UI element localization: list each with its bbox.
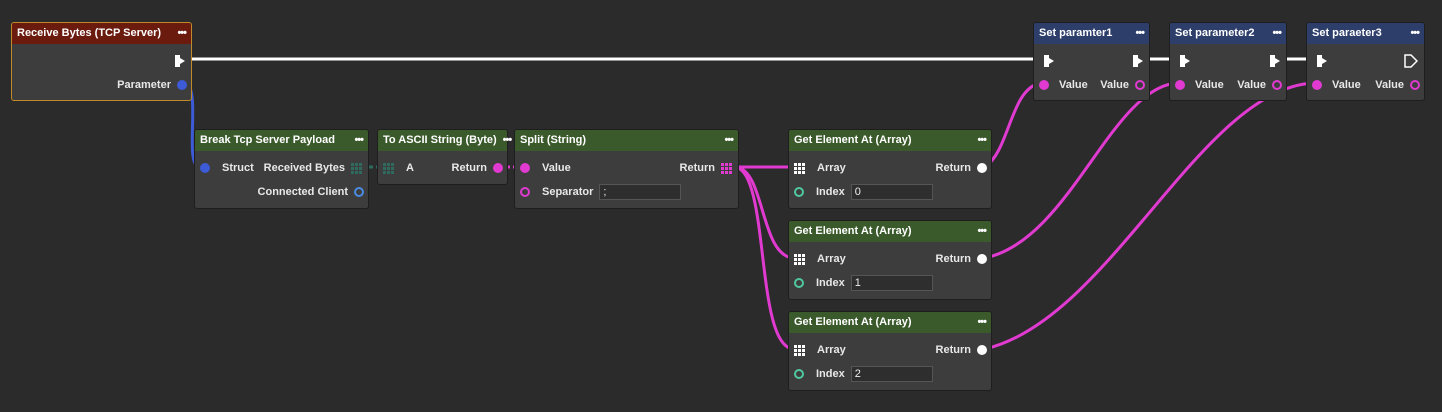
separator-input[interactable] bbox=[599, 184, 682, 200]
array-pin-icon[interactable] bbox=[351, 162, 362, 174]
string-pin-icon[interactable] bbox=[1272, 80, 1282, 90]
client-pin-icon[interactable] bbox=[354, 187, 364, 197]
split-string-node[interactable]: Split (String) ••• Value Return Separator bbox=[514, 129, 739, 209]
pin-label: Index bbox=[816, 277, 845, 289]
exec-out-pin-icon[interactable] bbox=[175, 55, 185, 67]
menu-icon[interactable]: ••• bbox=[502, 134, 513, 146]
pin-label: Separator bbox=[542, 186, 594, 198]
pin-label: Struct bbox=[222, 162, 254, 174]
get-element-node[interactable]: Get Element At (Array) ••• Array Return I… bbox=[788, 129, 992, 209]
int-pin-icon[interactable] bbox=[794, 278, 804, 288]
pin-label: Return bbox=[935, 162, 971, 174]
pin-label: Return bbox=[451, 162, 487, 174]
pin-label: Return bbox=[935, 344, 971, 356]
pin-label: Parameter bbox=[117, 79, 171, 91]
array-pin-icon[interactable] bbox=[794, 344, 805, 356]
pin-label: Array bbox=[817, 344, 846, 356]
exec-in-pin-icon[interactable] bbox=[1180, 55, 1190, 67]
set-parameter-node[interactable]: Set paramter1 ••• Value Value bbox=[1033, 22, 1150, 101]
pin-label: Value bbox=[1332, 79, 1361, 91]
array-pin-icon[interactable] bbox=[794, 253, 805, 265]
receive-bytes-node[interactable]: Receive Bytes (TCP Server) ••• Parameter bbox=[11, 22, 192, 101]
set-parameter-node[interactable]: Set parameter2 ••• Value Value bbox=[1169, 22, 1287, 101]
exec-in-pin-icon[interactable] bbox=[1044, 55, 1054, 67]
value-wire[interactable] bbox=[984, 81, 1041, 169]
struct-pin-icon[interactable] bbox=[200, 163, 210, 173]
exec-out-pin-icon[interactable] bbox=[1133, 55, 1143, 67]
string-pin-icon[interactable] bbox=[1410, 80, 1420, 90]
menu-icon[interactable]: ••• bbox=[1410, 27, 1420, 39]
node-title: Get Element At (Array) bbox=[794, 134, 912, 146]
exec-out-unconnected-pin-icon[interactable] bbox=[1404, 54, 1418, 68]
node-title: Set parameter2 bbox=[1175, 27, 1255, 39]
set-parameter-node[interactable]: Set paraeter3 ••• Value Value bbox=[1306, 22, 1425, 101]
value-pin-icon[interactable] bbox=[977, 163, 987, 173]
pin-label: Return bbox=[679, 162, 715, 174]
node-title: Set paramter1 bbox=[1039, 27, 1113, 39]
string-pin-icon[interactable] bbox=[1175, 80, 1185, 90]
pin-label: Value bbox=[1375, 79, 1404, 91]
value-wire[interactable] bbox=[984, 81, 1177, 260]
pin-label: Return bbox=[935, 253, 971, 265]
array-wire[interactable] bbox=[735, 165, 794, 351]
string-pin-icon[interactable] bbox=[520, 163, 530, 173]
pin-label: Value bbox=[1059, 79, 1088, 91]
index-input[interactable] bbox=[850, 184, 933, 200]
index-input[interactable] bbox=[850, 366, 933, 382]
string-pin-icon[interactable] bbox=[1039, 80, 1049, 90]
array-pin-icon[interactable] bbox=[721, 162, 732, 174]
string-pin-icon[interactable] bbox=[493, 163, 503, 173]
string-pin-icon[interactable] bbox=[1312, 80, 1322, 90]
index-input[interactable] bbox=[850, 275, 933, 291]
array-pin-icon[interactable] bbox=[383, 162, 394, 174]
menu-icon[interactable]: ••• bbox=[1272, 27, 1282, 39]
node-title: Get Element At (Array) bbox=[794, 225, 912, 237]
node-title: Get Element At (Array) bbox=[794, 316, 912, 328]
node-title: Receive Bytes (TCP Server) bbox=[17, 27, 162, 39]
int-pin-icon[interactable] bbox=[794, 187, 804, 197]
pin-label: Index bbox=[816, 368, 845, 380]
pin-label: Array bbox=[817, 253, 846, 265]
node-title: Break Tcp Server Payload bbox=[200, 134, 335, 146]
node-title: Split (String) bbox=[520, 134, 586, 146]
value-pin-icon[interactable] bbox=[977, 345, 987, 355]
menu-icon[interactable]: ••• bbox=[724, 134, 734, 146]
pin-label: Array bbox=[817, 162, 846, 174]
exec-in-pin-icon[interactable] bbox=[1317, 55, 1327, 67]
menu-icon[interactable]: ••• bbox=[977, 225, 987, 237]
to-ascii-node[interactable]: To ASCII String (Byte) ••• A Return bbox=[377, 129, 512, 185]
exec-out-pin-icon[interactable] bbox=[1270, 55, 1280, 67]
pin-label: Value bbox=[1195, 79, 1224, 91]
menu-icon[interactable]: ••• bbox=[1135, 27, 1145, 39]
array-wire[interactable] bbox=[735, 165, 794, 260]
int-pin-icon[interactable] bbox=[794, 369, 804, 379]
pin-label: Value bbox=[1100, 79, 1129, 91]
menu-icon[interactable]: ••• bbox=[977, 316, 987, 328]
value-wire[interactable] bbox=[984, 81, 1314, 351]
pin-label: A bbox=[406, 162, 414, 174]
break-payload-node[interactable]: Break Tcp Server Payload ••• Struct Recei… bbox=[194, 129, 369, 209]
pin-label: Received Bytes bbox=[263, 162, 345, 174]
get-element-node[interactable]: Get Element At (Array) ••• Array Return I… bbox=[788, 311, 992, 391]
menu-icon[interactable]: ••• bbox=[977, 134, 987, 146]
menu-icon[interactable]: ••• bbox=[354, 134, 364, 146]
node-title: Set paraeter3 bbox=[1312, 27, 1382, 39]
string-pin-icon[interactable] bbox=[1135, 80, 1145, 90]
node-title: To ASCII String (Byte) bbox=[383, 134, 497, 146]
array-pin-icon[interactable] bbox=[794, 162, 805, 174]
struct-pin-icon[interactable] bbox=[177, 80, 187, 90]
pin-label: Connected Client bbox=[257, 186, 348, 198]
pin-label: Value bbox=[1237, 79, 1266, 91]
string-pin-icon[interactable] bbox=[520, 187, 530, 197]
get-element-node[interactable]: Get Element At (Array) ••• Array Return I… bbox=[788, 220, 992, 300]
pin-label: Value bbox=[542, 162, 571, 174]
value-pin-icon[interactable] bbox=[977, 254, 987, 264]
pin-label: Index bbox=[816, 186, 845, 198]
menu-icon[interactable]: ••• bbox=[177, 27, 187, 39]
